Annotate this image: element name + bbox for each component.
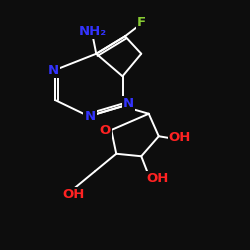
Text: O: O [100,124,110,136]
Text: NH₂: NH₂ [78,25,106,38]
Text: OH: OH [62,188,85,202]
Text: N: N [48,64,59,76]
Text: OH: OH [169,131,191,144]
Text: N: N [123,97,134,110]
Text: N: N [84,110,96,123]
Text: OH: OH [146,172,169,185]
Text: F: F [137,16,146,29]
